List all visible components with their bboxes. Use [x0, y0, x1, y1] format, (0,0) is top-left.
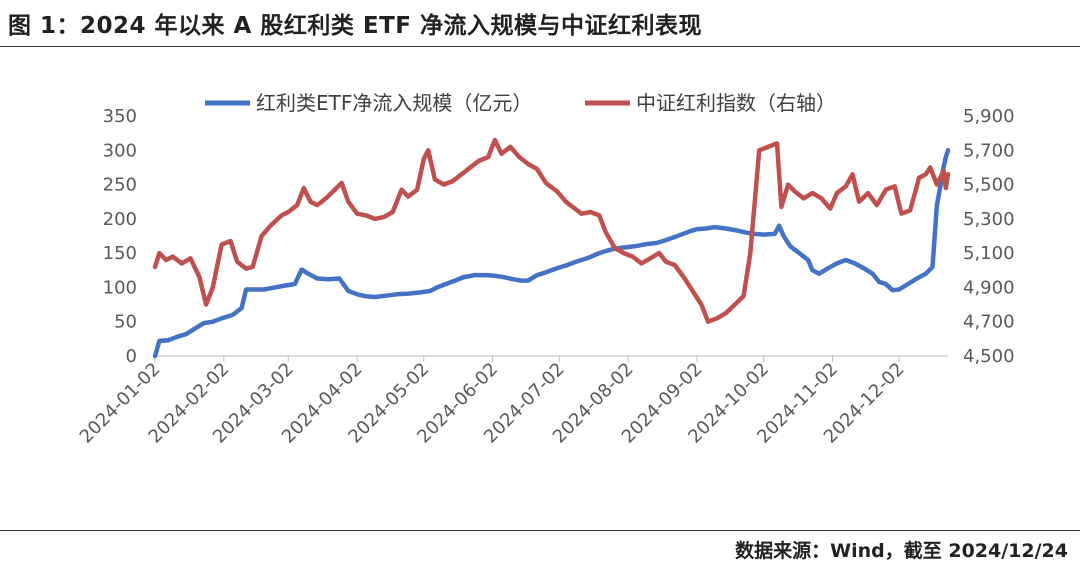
legend-label-index: 中证红利指数（右轴）: [636, 91, 836, 115]
y-right-tick-label: 5,900: [963, 106, 1015, 127]
y-left-tick-label: 50: [114, 312, 137, 333]
chart-canvas: 红利类ETF净流入规模（亿元） 中证红利指数（右轴） 0 50 100 150 200 2…: [76, 91, 1015, 448]
source-note: 数据来源：Wind，截至 2024/12/24: [735, 540, 1068, 562]
y-right-tick-label: 5,300: [963, 209, 1015, 230]
y-right-tick-label: 5,100: [963, 243, 1015, 264]
y-right-tick-label: 5,700: [963, 140, 1015, 161]
y-right-tick-label: 4,500: [963, 346, 1015, 367]
y-left-tick-label: 200: [103, 209, 137, 230]
y-left-tick-label: 350: [103, 106, 137, 127]
y-left-tick-label: 100: [103, 277, 137, 298]
y-left-tick-label: 0: [126, 346, 137, 367]
top-rule: [0, 46, 1080, 47]
series-line-dividend-index: [152, 137, 951, 324]
y-right-tick-label: 4,900: [963, 277, 1015, 298]
series-line-etf-flow: [152, 148, 951, 359]
y-left-tick-label: 300: [103, 140, 137, 161]
figure-title: 图 1：2024 年以来 A 股红利类 ETF 净流入规模与中证红利表现: [8, 13, 702, 39]
legend-label-etf: 红利类ETF净流入规模（亿元）: [256, 91, 532, 115]
legend: 红利类ETF净流入规模（亿元） 中证红利指数（右轴）: [205, 91, 836, 115]
y-left-tick-label: 250: [103, 175, 137, 196]
y-right-tick-label: 5,500: [963, 175, 1015, 196]
y-right-tick-label: 4,700: [963, 312, 1015, 333]
series-lines: [152, 137, 951, 359]
y-left-tick-label: 150: [103, 243, 137, 264]
bottom-rule: [0, 530, 1080, 531]
